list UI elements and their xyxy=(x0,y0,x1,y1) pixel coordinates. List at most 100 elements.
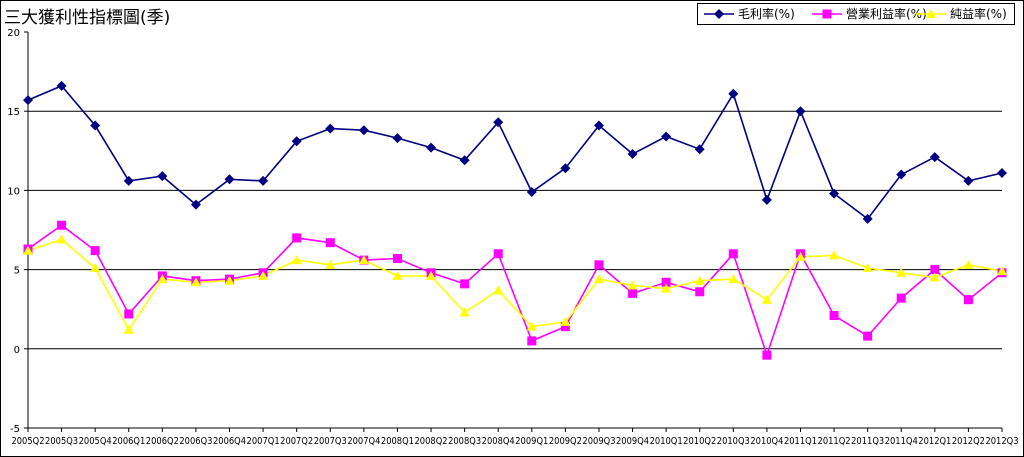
y-tick-label: 20 xyxy=(7,28,20,39)
data-point-gross-margin xyxy=(23,95,33,106)
x-tick-label: 2007Q1 xyxy=(247,436,280,447)
x-tick-label: 2010Q4 xyxy=(750,436,783,447)
data-point-net-margin xyxy=(493,285,504,295)
legend: 毛利率(%) 營業利益率(%) 純益率(%) xyxy=(697,3,1015,25)
data-point-operating-margin xyxy=(728,249,738,259)
data-point-gross-margin xyxy=(123,175,134,186)
x-tick-label: 2008Q1 xyxy=(381,436,414,447)
data-point-net-margin xyxy=(190,277,201,287)
y-tick-label: 10 xyxy=(7,186,20,197)
y-tick-label: 0 xyxy=(14,345,20,356)
data-point-gross-margin xyxy=(728,88,739,99)
legend-swatch-gross-margin xyxy=(704,9,734,19)
x-tick-label: 2009Q2 xyxy=(549,436,582,447)
data-point-gross-margin xyxy=(862,213,873,224)
x-tick-label: 2010Q3 xyxy=(717,436,750,447)
data-point-net-margin xyxy=(459,307,470,317)
data-point-operating-margin xyxy=(594,260,604,270)
x-tick-label: 2006Q4 xyxy=(213,436,246,447)
series-line-operating-margin xyxy=(27,224,1003,358)
x-tick-label: 2005Q2 xyxy=(11,436,44,447)
x-tick-label: 2006Q2 xyxy=(146,436,179,447)
data-point-net-margin xyxy=(560,316,571,326)
data-point-gross-margin xyxy=(593,120,604,131)
y-tick-label: 5 xyxy=(14,266,20,277)
x-tick-label: 2008Q4 xyxy=(482,436,515,447)
data-point-gross-margin xyxy=(90,120,101,131)
data-point-net-margin xyxy=(392,270,403,280)
data-point-operating-margin xyxy=(560,322,570,332)
x-tick-label: 2012Q3 xyxy=(985,436,1018,447)
data-point-gross-margin xyxy=(190,199,201,210)
x-tick-label: 2005Q4 xyxy=(79,436,112,447)
data-point-net-margin xyxy=(426,270,437,280)
data-point-net-margin xyxy=(23,245,33,255)
series-line-gross-margin xyxy=(27,84,1003,221)
data-point-net-margin xyxy=(829,250,840,260)
data-point-operating-margin xyxy=(930,265,940,275)
legend-swatch-operating-margin xyxy=(812,9,842,19)
data-point-operating-margin xyxy=(661,277,671,287)
data-point-operating-margin xyxy=(829,311,839,321)
data-point-operating-margin xyxy=(628,288,638,298)
x-tick-label: 2007Q3 xyxy=(314,436,347,447)
data-point-gross-margin xyxy=(224,174,235,185)
data-point-gross-margin xyxy=(829,188,840,199)
x-tick-label: 2010Q2 xyxy=(683,436,716,447)
data-point-gross-margin xyxy=(526,186,537,197)
data-point-operating-margin xyxy=(963,295,973,305)
data-point-operating-margin xyxy=(460,279,470,289)
data-point-net-margin xyxy=(123,324,134,334)
data-point-operating-margin xyxy=(527,336,537,346)
x-tick-label: 2006Q1 xyxy=(112,436,145,447)
x-tick-label: 2011Q2 xyxy=(818,436,851,447)
legend-label-net-margin: 純益率(%) xyxy=(950,7,1007,21)
data-point-net-margin xyxy=(963,259,974,269)
data-point-net-margin xyxy=(358,255,369,265)
x-tick-label: 2006Q3 xyxy=(179,436,212,447)
x-tick-label: 2007Q2 xyxy=(280,436,313,447)
data-point-operating-margin xyxy=(90,246,100,256)
data-point-gross-margin xyxy=(157,171,168,182)
x-tick-label: 2011Q3 xyxy=(851,436,884,447)
x-tick-label: 2008Q3 xyxy=(448,436,481,447)
legend-label-gross-margin: 毛利率(%) xyxy=(738,7,795,21)
data-point-operating-margin xyxy=(392,254,402,264)
data-point-gross-margin xyxy=(627,148,638,159)
x-tick-label: 2007Q4 xyxy=(347,436,380,447)
data-point-gross-margin xyxy=(291,136,302,147)
x-tick-label: 2009Q3 xyxy=(582,436,615,447)
data-point-operating-margin xyxy=(863,331,873,341)
data-point-operating-margin xyxy=(896,293,906,303)
data-point-net-margin xyxy=(526,321,537,331)
x-tick-label: 2005Q3 xyxy=(45,436,78,447)
data-point-gross-margin xyxy=(426,142,437,153)
x-tick-label: 2011Q4 xyxy=(885,436,918,447)
data-point-net-margin xyxy=(224,275,235,285)
x-tick-label: 2009Q4 xyxy=(616,436,649,447)
chart-title: 三大獲利性指標圖(季) xyxy=(4,8,171,28)
data-point-gross-margin xyxy=(358,125,369,136)
x-tick-label: 2012Q2 xyxy=(952,436,985,447)
y-tick-label: -5 xyxy=(10,424,20,435)
data-point-net-margin xyxy=(90,263,101,273)
data-point-net-margin xyxy=(157,274,168,284)
data-point-gross-margin xyxy=(56,80,67,91)
data-point-operating-margin xyxy=(124,309,134,319)
data-point-operating-margin xyxy=(57,220,67,230)
data-point-operating-margin xyxy=(292,233,302,243)
data-point-net-margin xyxy=(795,251,806,261)
x-tick-label: 2010Q1 xyxy=(650,436,683,447)
data-point-operating-margin xyxy=(325,238,335,248)
data-point-net-margin xyxy=(661,283,672,293)
data-point-net-margin xyxy=(896,267,907,277)
data-point-net-margin xyxy=(258,270,269,280)
x-tick-label: 2008Q2 xyxy=(414,436,447,447)
x-tick-label: 2011Q1 xyxy=(784,436,817,447)
data-point-operating-margin xyxy=(695,287,705,297)
data-point-gross-margin xyxy=(761,194,772,205)
y-tick-label: 15 xyxy=(7,107,20,118)
data-point-gross-margin xyxy=(459,155,470,166)
data-point-operating-margin xyxy=(762,350,772,360)
